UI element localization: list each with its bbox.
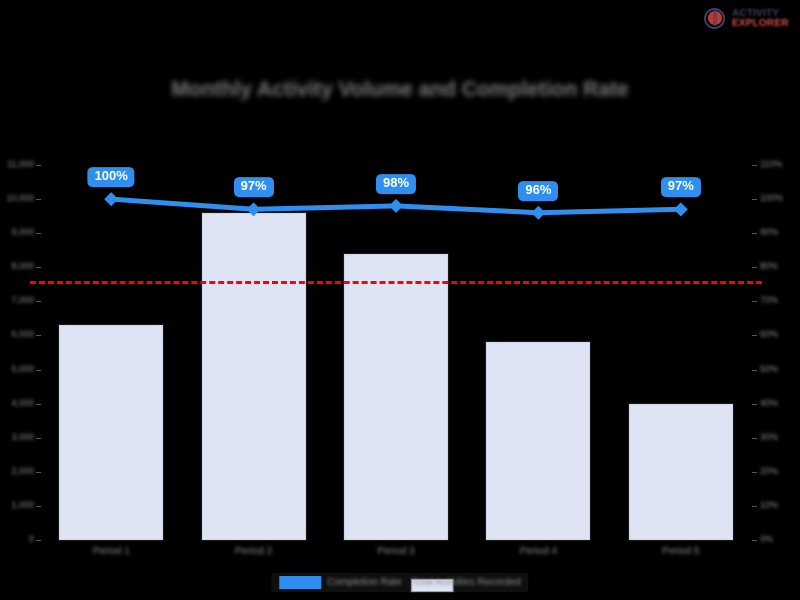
logo-line-1: ACTIVITY: [732, 7, 780, 19]
left-axis-tick: [36, 540, 41, 541]
right-axis-tick-label: 30%: [760, 431, 779, 442]
right-axis-tick-label: 10%: [760, 499, 779, 510]
right-axis-tick: [752, 199, 757, 201]
bar-4: [486, 342, 591, 540]
left-axis-tick: [36, 437, 41, 439]
right-axis-tick: [752, 165, 757, 166]
target-reference-line: [30, 280, 762, 284]
left-axis-tick: [36, 471, 41, 473]
legend-item-2[interactable]: Total Activities Recorded: [411, 577, 521, 592]
left-axis-tick: [36, 199, 41, 201]
right-axis-tick: [752, 437, 757, 439]
left-axis-tick-label: 5,000: [11, 363, 34, 374]
category-label-5: Period 5: [662, 546, 700, 557]
category-label-4: Period 4: [519, 546, 558, 557]
legend-swatch-line: [279, 576, 322, 589]
left-axis-tick: [36, 335, 41, 337]
left-axis-tick-label: 6,000: [11, 329, 34, 340]
data-label-1: 100%: [87, 167, 135, 188]
logo-line-2: EXPLORER: [732, 18, 789, 29]
right-axis-tick: [752, 233, 757, 235]
right-axis-tick-label: 20%: [760, 465, 779, 476]
data-label-5: 97%: [660, 177, 701, 198]
legend-swatch-bar: [411, 579, 454, 592]
line-marker-3: [389, 198, 403, 213]
left-axis-tick-label: 11,000: [7, 159, 34, 169]
right-axis-tick-label: 60%: [760, 329, 779, 340]
right-axis-tick: [752, 301, 757, 303]
category-label-2: Period 2: [234, 546, 273, 557]
left-axis-tick-label: 10,000: [6, 193, 34, 204]
right-axis-tick: [752, 369, 757, 371]
right-axis-tick-label: 40%: [760, 397, 779, 408]
left-axis-tick: [36, 267, 41, 269]
left-axis-tick: [36, 403, 41, 405]
logo-wordmark: ACTIVITY EXPLORER: [732, 7, 789, 30]
right-axis-tick-label: 0%: [760, 534, 774, 544]
line-marker-1: [104, 192, 119, 207]
category-label-3: Period 3: [377, 546, 415, 557]
right-axis-tick: [752, 403, 757, 405]
legend-label: Total Activities Recorded: [411, 577, 521, 588]
data-label-4: 96%: [518, 180, 559, 201]
chart-legend: Completion Rate Total Activities Recorded: [271, 573, 529, 592]
right-axis-tick-label: 100%: [760, 193, 784, 204]
right-axis-tick: [752, 335, 757, 337]
left-axis-tick: [36, 505, 41, 507]
company-logo: ACTIVITY EXPLORER: [702, 4, 794, 34]
left-axis-tick-label: 1,000: [11, 499, 34, 510]
left-axis-tick-label: 7,000: [11, 295, 34, 306]
right-axis-tick-label: 70%: [760, 295, 779, 306]
legend-item-1[interactable]: Completion Rate: [279, 576, 402, 589]
right-axis-tick: [752, 505, 757, 507]
left-axis-tick-label: 3,000: [11, 431, 34, 442]
left-axis-tick: [36, 369, 41, 371]
line-series: [104, 192, 688, 220]
left-axis-tick-label: 0: [28, 534, 34, 544]
line-marker-5: [673, 202, 688, 217]
left-axis-tick: [36, 301, 41, 303]
right-axis-tick: [752, 540, 757, 541]
left-axis-tick: [36, 233, 41, 235]
bar-5: [628, 403, 733, 540]
bar-3: [344, 253, 448, 540]
data-label-2: 97%: [233, 177, 274, 198]
category-label-1: Period 1: [92, 546, 130, 557]
bar-2: [201, 212, 306, 540]
right-axis-tick-label: 80%: [760, 261, 779, 272]
data-label-3: 98%: [375, 173, 417, 194]
left-axis-tick-label: 8,000: [11, 261, 34, 272]
right-axis-tick: [752, 471, 757, 473]
plot-area: 100% 97% 98% 96% 97%: [30, 165, 762, 540]
line-marker-2: [246, 202, 261, 217]
bar-1: [59, 325, 164, 540]
line-marker-4: [531, 205, 546, 220]
right-axis-tick-label: 50%: [760, 363, 779, 374]
legend-label: Completion Rate: [327, 577, 402, 588]
logo-mark-icon: [702, 6, 728, 32]
right-axis-tick-label: 110%: [760, 159, 783, 169]
left-axis-tick-label: 4,000: [11, 397, 34, 408]
left-axis-tick: [36, 165, 41, 166]
chart-title: Monthly Activity Volume and Completion R…: [171, 78, 629, 101]
right-axis-tick: [752, 267, 757, 269]
right-axis-tick-label: 90%: [760, 227, 779, 238]
left-axis-tick-label: 2,000: [11, 465, 34, 476]
left-axis-tick-label: 9,000: [11, 227, 34, 238]
